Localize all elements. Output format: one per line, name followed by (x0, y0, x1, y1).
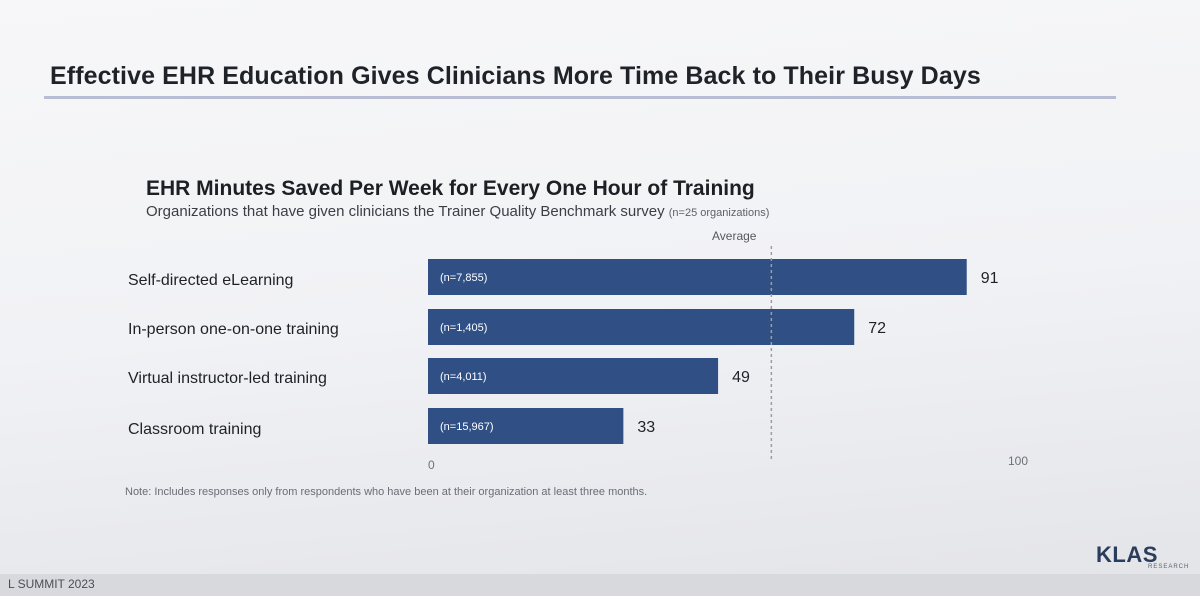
sample-size-label: (n=15,967) (440, 421, 494, 433)
data-label: 91 (981, 270, 999, 287)
logo-text: KLAS (1096, 542, 1158, 567)
klas-logo: KLAS RESEARCH (1096, 542, 1188, 570)
title-divider (44, 96, 1116, 99)
bar (428, 259, 967, 295)
bar (428, 408, 624, 444)
slide-title: Effective EHR Education Gives Clinicians… (50, 62, 981, 90)
chart-subtitle: Organizations that have given clinicians… (146, 203, 769, 220)
x-tick-label: 0 (428, 458, 435, 472)
average-label: Average (712, 229, 757, 243)
data-label: 49 (732, 369, 750, 386)
footer-text: L SUMMIT 2023 (8, 577, 95, 591)
data-label: 72 (868, 320, 886, 337)
category-label: In-person one-on-one training (128, 321, 339, 338)
x-tick-label: 100 (1008, 454, 1028, 468)
chart-note: Note: Includes responses only from respo… (125, 486, 648, 498)
logo-subtext: RESEARCH (1148, 564, 1190, 570)
bar (428, 309, 855, 345)
bar (428, 358, 719, 394)
footer-bar (0, 574, 1200, 596)
data-label: 33 (637, 419, 655, 436)
category-label: Virtual instructor-led training (128, 370, 327, 387)
chart-subtitle-note: (n=25 organizations) (668, 207, 770, 219)
sample-size-label: (n=1,405) (440, 322, 487, 334)
chart-subtitle-text: Organizations that have given clinicians… (146, 203, 665, 220)
category-label: Classroom training (128, 421, 262, 438)
chart-title: EHR Minutes Saved Per Week for Every One… (146, 177, 755, 200)
category-label: Self-directed eLearning (128, 272, 294, 289)
sample-size-label: (n=4,011) (440, 371, 487, 383)
sample-size-label: (n=7,855) (440, 272, 487, 284)
